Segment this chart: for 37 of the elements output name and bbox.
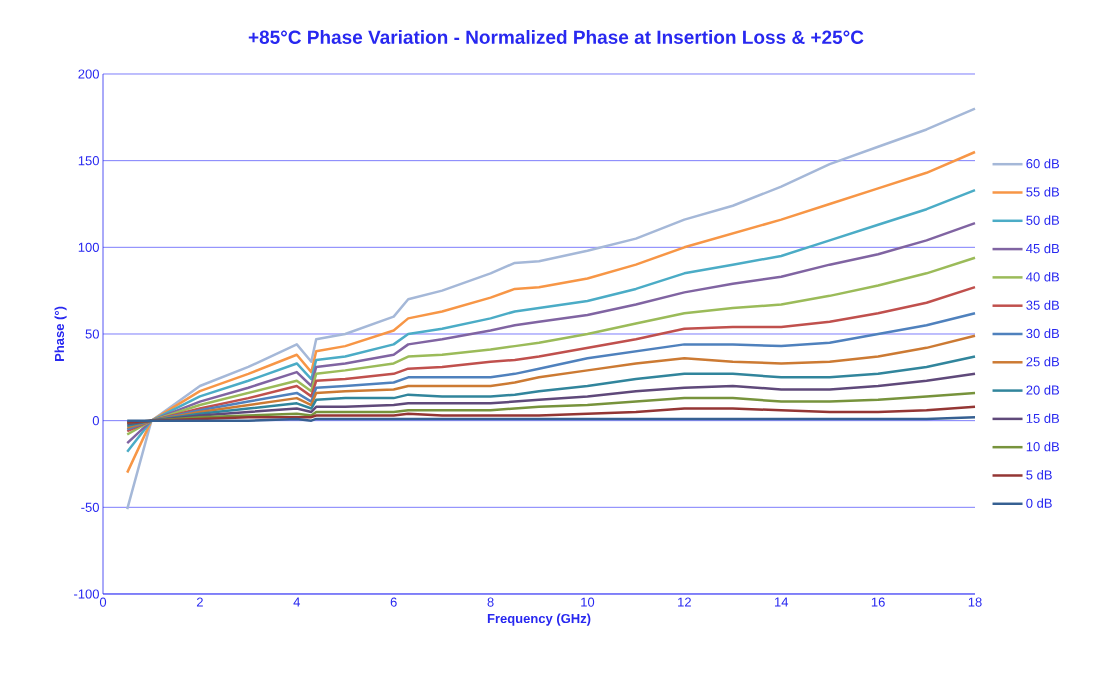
legend-label: 0 dB bbox=[1026, 498, 1052, 508]
legend-label: 45 dB bbox=[1026, 243, 1060, 254]
x-tick-label: 6 bbox=[390, 597, 397, 607]
y-tick-label: 50 bbox=[85, 329, 99, 339]
legend-label: 10 dB bbox=[1026, 441, 1060, 452]
y-axis-title: Phase (°) bbox=[54, 306, 67, 361]
y-tick-label: 200 bbox=[78, 69, 99, 79]
x-tick-label: 0 bbox=[99, 597, 107, 607]
legend-label: 60 dB bbox=[1026, 158, 1060, 169]
legend-label: 15 dB bbox=[1026, 413, 1060, 423]
x-tick-label: 2 bbox=[196, 597, 203, 607]
line-series bbox=[125, 355, 977, 428]
y-tick-label: 100 bbox=[78, 242, 99, 252]
legend-label: 55 dB bbox=[1026, 187, 1060, 197]
legend-label: 5 dB bbox=[1026, 470, 1052, 480]
line-series bbox=[125, 107, 977, 511]
x-tick-label: 14 bbox=[774, 597, 789, 607]
y-tick-label: 0 bbox=[92, 416, 99, 426]
x-tick-label: 16 bbox=[871, 597, 885, 607]
x-tick-label: 4 bbox=[293, 597, 301, 607]
x-axis-title: Frequency (GHz) bbox=[487, 613, 591, 626]
legend-label: 50 dB bbox=[1026, 215, 1060, 225]
y-tick-label: 150 bbox=[78, 156, 99, 166]
line-series bbox=[125, 221, 977, 445]
y-tick-label: -50 bbox=[81, 502, 99, 512]
legend-label: 40 dB bbox=[1026, 271, 1060, 282]
y-tick-label: -100 bbox=[74, 589, 99, 599]
legend-label: 35 dB bbox=[1026, 300, 1060, 310]
legend-label: 30 dB bbox=[1026, 328, 1060, 339]
chart-title: +85°C Phase Variation - Normalized Phase at Insertion Loss & +25°C bbox=[248, 30, 864, 44]
legend-label: 25 dB bbox=[1026, 356, 1060, 367]
x-tick-label: 18 bbox=[968, 597, 982, 607]
x-tick-label: 10 bbox=[581, 597, 595, 607]
x-tick-label: 8 bbox=[487, 597, 494, 607]
legend-label: 20 dB bbox=[1026, 385, 1060, 395]
x-tick-label: 12 bbox=[678, 597, 691, 607]
line-series bbox=[125, 188, 977, 454]
